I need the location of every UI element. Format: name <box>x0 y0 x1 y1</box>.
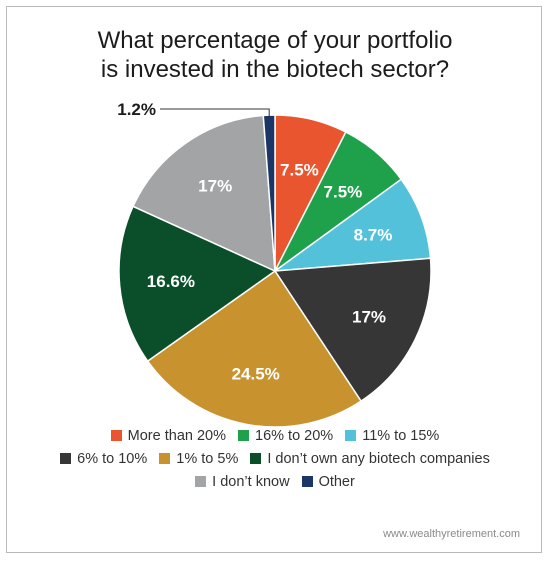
pie-label-1-to-5: 24.5% <box>232 365 280 384</box>
legend-label-6-to-10: 6% to 10% <box>77 450 148 467</box>
legend-item-other: Other <box>301 473 355 490</box>
legend-item-more-than-20: More than 20% <box>110 427 226 444</box>
pie-slice-11-to-15 <box>272 178 432 272</box>
chart-title-line-2: is invested in the biotech sector? <box>100 56 450 83</box>
pie-label-other: 1.2% <box>117 100 156 119</box>
legend-item-dont-own: I don’t own any biotech companies <box>250 450 490 467</box>
chart-title: What percentage of your portfolio is inv… <box>0 26 550 84</box>
source-credit: www.wealthyretirement.com <box>383 528 520 540</box>
legend-label-16-to-20: 16% to 20% <box>255 427 334 444</box>
chart-title-line-1: What percentage of your portfolio <box>97 27 453 54</box>
legend-swatch-dont-own <box>250 453 262 464</box>
legend-swatch-6-to-10 <box>60 453 72 464</box>
pie-label-16-to-20: 7.5% <box>324 183 363 202</box>
legend-row-3: I don’t know Other <box>0 470 550 493</box>
pie-slice-6-to-10 <box>273 257 432 403</box>
pie-label-dont-know: 17% <box>198 176 232 195</box>
pie-slice-dont-know <box>132 114 276 273</box>
pie-leader-line-other <box>160 108 270 122</box>
legend-swatch-more-than-20 <box>110 430 122 441</box>
legend-item-dont-know: I don’t know <box>195 473 290 490</box>
legend-swatch-dont-know <box>195 476 207 487</box>
legend-label-dont-own: I don’t own any biotech companies <box>267 450 490 467</box>
legend-swatch-16-to-20 <box>238 430 249 441</box>
pie-slice-1-to-5 <box>146 269 363 428</box>
chart-legend: More than 20% 16% to 20% 11% to 15% 6% to 1… <box>0 424 550 493</box>
legend-item-6-to-10: 6% to 10% <box>60 451 147 467</box>
legend-label-1-to-5: 1% to 5% <box>176 450 239 467</box>
legend-label-dont-know: I don’t know <box>212 473 290 490</box>
legend-label-other: Other <box>318 473 355 490</box>
legend-item-1-to-5: 1% to 5% <box>159 451 238 467</box>
pie-label-dont-own: 16.6% <box>147 272 195 291</box>
legend-label-11-to-15: 11% to 15% <box>362 427 440 444</box>
legend-row-2: 6% to 10% 1% to 5% I don’t own any biotech… <box>0 447 550 470</box>
legend-swatch-1-to-5 <box>159 453 171 464</box>
pie-label-11-to-15: 8.7% <box>354 226 393 245</box>
legend-item-11-to-15: 11% to 15% <box>345 428 439 444</box>
legend-row-1: More than 20% 16% to 20% 11% to 15% <box>0 424 550 447</box>
pie-slice-dont-own <box>118 205 277 363</box>
pie-label-more-than-20: 7.5% <box>280 160 319 179</box>
pie-label-6-to-10: 17% <box>352 308 386 327</box>
legend-swatch-other <box>301 476 313 487</box>
legend-swatch-11-to-15 <box>345 430 357 441</box>
legend-item-16-to-20: 16% to 20% <box>238 428 333 444</box>
legend-label-more-than-20: More than 20% <box>127 427 226 444</box>
